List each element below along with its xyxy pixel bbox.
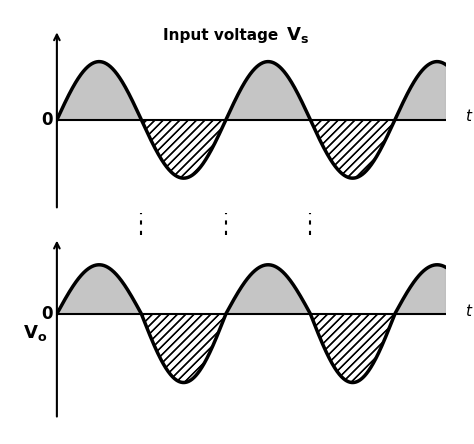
Text: t: t	[465, 110, 471, 124]
Text: Input voltage: Input voltage	[163, 28, 278, 43]
Text: $\mathbf{V_o}$: $\mathbf{V_o}$	[23, 324, 47, 344]
Text: t: t	[465, 304, 471, 319]
Text: 0: 0	[41, 305, 53, 323]
Text: $\mathbf{V_s}$: $\mathbf{V_s}$	[286, 25, 310, 45]
Text: 0: 0	[41, 111, 53, 129]
